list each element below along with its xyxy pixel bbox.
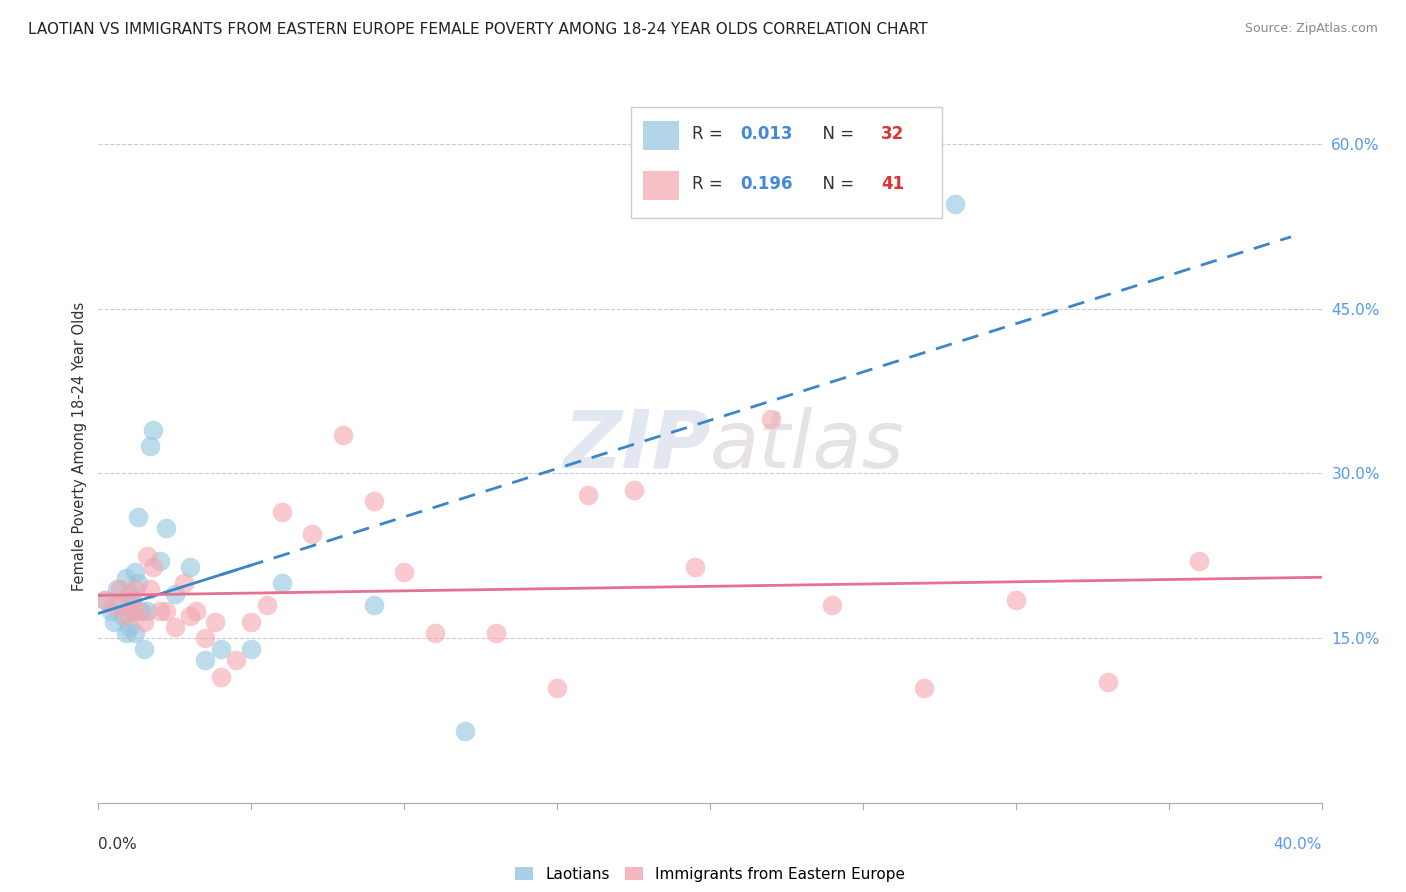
Point	[163, 620, 186, 634]
Point	[139, 582, 162, 596]
Point	[115, 571, 138, 585]
Point	[179, 609, 201, 624]
Point	[179, 559, 201, 574]
Point	[139, 439, 162, 453]
Point	[134, 615, 156, 629]
Text: Source: ZipAtlas.com: Source: ZipAtlas.com	[1244, 22, 1378, 36]
FancyBboxPatch shape	[643, 171, 679, 200]
Legend: Laotians, Immigrants from Eastern Europe: Laotians, Immigrants from Eastern Europe	[509, 861, 911, 888]
Text: 0.013: 0.013	[741, 125, 793, 143]
Point	[108, 582, 131, 596]
Point	[111, 609, 134, 624]
Text: R =: R =	[692, 175, 728, 193]
Point	[209, 669, 232, 683]
Point	[623, 483, 645, 497]
Point	[124, 566, 146, 580]
Point	[683, 559, 706, 574]
Point	[118, 587, 141, 601]
Text: R =: R =	[692, 125, 728, 143]
Point	[155, 521, 177, 535]
Point	[204, 615, 226, 629]
Point	[194, 653, 217, 667]
FancyBboxPatch shape	[630, 107, 942, 218]
Point	[576, 488, 599, 502]
Point	[173, 576, 195, 591]
Point	[142, 423, 165, 437]
Point	[256, 598, 278, 612]
Point	[163, 587, 186, 601]
Point	[115, 609, 138, 624]
Point	[127, 576, 149, 591]
Text: 32: 32	[882, 125, 904, 143]
Text: 0.196: 0.196	[741, 175, 793, 193]
Point	[1097, 675, 1119, 690]
Point	[105, 582, 128, 596]
Point	[124, 582, 146, 596]
Point	[821, 598, 844, 612]
Point	[943, 197, 966, 211]
Text: 41: 41	[882, 175, 904, 193]
Point	[332, 428, 354, 442]
Point	[301, 526, 323, 541]
Point	[121, 604, 143, 618]
Point	[240, 642, 263, 657]
Text: N =: N =	[811, 175, 859, 193]
Point	[209, 642, 232, 657]
Point	[115, 625, 138, 640]
Point	[108, 598, 131, 612]
Point	[270, 505, 292, 519]
Point	[194, 631, 217, 645]
Text: atlas: atlas	[710, 407, 905, 485]
Point	[155, 604, 177, 618]
Point	[134, 642, 156, 657]
Point	[127, 604, 149, 618]
Point	[149, 554, 172, 568]
Point	[1188, 554, 1211, 568]
Text: N =: N =	[811, 125, 859, 143]
Point	[103, 598, 125, 612]
Point	[759, 411, 782, 425]
Point	[225, 653, 247, 667]
Point	[423, 625, 446, 640]
Point	[363, 598, 385, 612]
Text: LAOTIAN VS IMMIGRANTS FROM EASTERN EUROPE FEMALE POVERTY AMONG 18-24 YEAR OLDS C: LAOTIAN VS IMMIGRANTS FROM EASTERN EUROP…	[28, 22, 928, 37]
Point	[454, 724, 477, 739]
Text: ZIP: ZIP	[562, 407, 710, 485]
Point	[142, 559, 165, 574]
Point	[127, 510, 149, 524]
Point	[118, 620, 141, 634]
Text: 40.0%: 40.0%	[1274, 837, 1322, 852]
Y-axis label: Female Poverty Among 18-24 Year Olds: Female Poverty Among 18-24 Year Olds	[72, 301, 87, 591]
Point	[124, 625, 146, 640]
Point	[129, 604, 152, 618]
Point	[121, 592, 143, 607]
Point	[118, 592, 141, 607]
Point	[1004, 592, 1026, 607]
Point	[93, 592, 115, 607]
Point	[186, 604, 208, 618]
Point	[136, 604, 159, 618]
Point	[100, 604, 122, 618]
Point	[392, 566, 416, 580]
Point	[270, 576, 292, 591]
FancyBboxPatch shape	[643, 121, 679, 150]
Point	[546, 681, 568, 695]
Point	[136, 549, 159, 563]
Point	[149, 604, 172, 618]
Point	[240, 615, 263, 629]
Point	[103, 615, 125, 629]
Point	[363, 494, 385, 508]
Point	[93, 592, 115, 607]
Point	[121, 604, 143, 618]
Point	[912, 681, 935, 695]
Point	[485, 625, 508, 640]
Text: 0.0%: 0.0%	[98, 837, 138, 852]
